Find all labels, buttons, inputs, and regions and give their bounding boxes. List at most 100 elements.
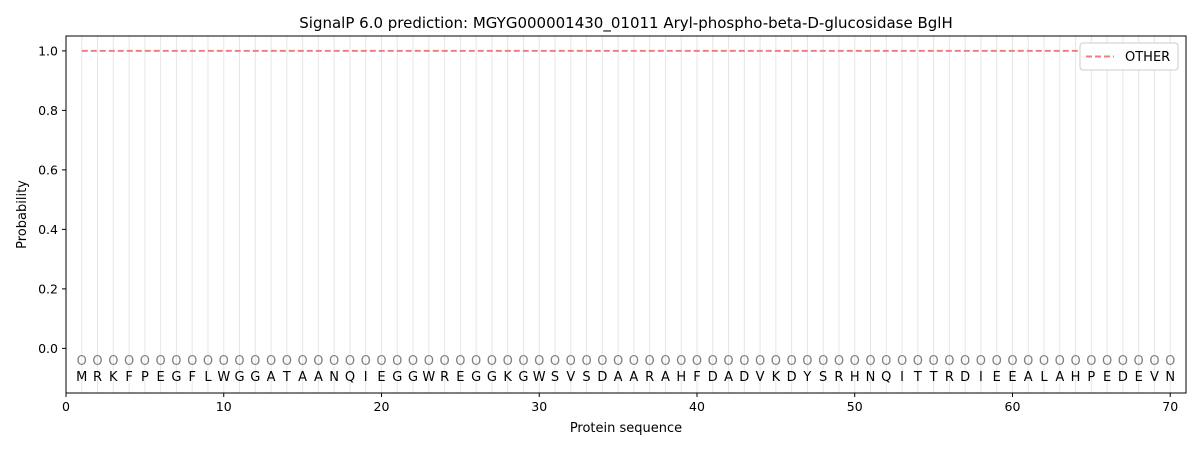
residue-label: G: [250, 370, 260, 385]
predicted-label-marker: O: [156, 354, 166, 369]
y-tick-label: 0.4: [38, 222, 58, 237]
residue-label: T: [282, 370, 291, 385]
predicted-label-marker: O: [376, 354, 386, 369]
predicted-label-marker: O: [818, 354, 828, 369]
residue-label: D: [960, 370, 970, 385]
y-tick-label: 0.8: [38, 103, 58, 118]
residue-label: H: [1071, 370, 1081, 385]
x-tick-label: 50: [847, 399, 863, 414]
predicted-label-marker: O: [298, 354, 308, 369]
y-tick-label: 0.0: [38, 341, 58, 356]
predicted-label-marker: O: [345, 354, 355, 369]
residue-label: T: [929, 370, 938, 385]
x-tick-label: 30: [531, 399, 547, 414]
predicted-label-marker: O: [897, 354, 907, 369]
residue-label: L: [1040, 370, 1048, 385]
predicted-label-marker: O: [581, 354, 591, 369]
x-axis-label: Protein sequence: [570, 421, 682, 436]
predicted-label-marker: O: [645, 354, 655, 369]
predicted-label-marker: O: [424, 354, 434, 369]
residue-label: K: [503, 370, 512, 385]
predicted-label-marker: O: [187, 354, 197, 369]
residue-label: A: [661, 370, 670, 385]
residue-label: A: [629, 370, 638, 385]
predicted-label-marker: O: [944, 354, 954, 369]
residue-label: H: [850, 370, 860, 385]
predicted-label-marker: O: [1165, 354, 1175, 369]
residue-label: A: [724, 370, 733, 385]
predicted-label-marker: O: [928, 354, 938, 369]
residue-label: V: [1150, 370, 1159, 385]
residue-label: A: [314, 370, 323, 385]
residue-label: G: [487, 370, 497, 385]
legend-box: [1079, 42, 1179, 71]
residue-label: E: [377, 370, 385, 385]
predicted-label-marker: O: [1055, 354, 1065, 369]
predicted-label-marker: O: [708, 354, 718, 369]
residue-label: G: [471, 370, 481, 385]
x-tick-label: 20: [374, 399, 390, 414]
residue-label: E: [1008, 370, 1016, 385]
residue-label: L: [204, 370, 212, 385]
residue-label: A: [1055, 370, 1064, 385]
x-tick-label: 0: [62, 399, 70, 414]
predicted-label-marker: O: [140, 354, 150, 369]
predicted-label-marker: O: [471, 354, 481, 369]
x-tick-label: 70: [1162, 399, 1178, 414]
residue-label: P: [1087, 370, 1095, 385]
x-tick-label: 60: [1005, 399, 1021, 414]
predicted-label-marker: O: [487, 354, 497, 369]
legend: OTHER: [1079, 42, 1179, 71]
predicted-label-marker: O: [692, 354, 702, 369]
predicted-label-marker: O: [1149, 354, 1159, 369]
predicted-label-marker: O: [408, 354, 418, 369]
residue-label: D: [708, 370, 718, 385]
predicted-label-marker: O: [108, 354, 118, 369]
predicted-label-marker: O: [992, 354, 1002, 369]
predicted-label-marker: O: [550, 354, 560, 369]
predicted-label-marker: O: [865, 354, 875, 369]
predicted-label-marker: O: [881, 354, 891, 369]
y-tick-label: 0.6: [38, 162, 58, 177]
predicted-label-marker: O: [597, 354, 607, 369]
predicted-label-marker: O: [850, 354, 860, 369]
residue-label: N: [866, 370, 876, 385]
predicted-label-marker: O: [802, 354, 812, 369]
residue-label: Y: [802, 370, 811, 385]
predicted-label-marker: O: [392, 354, 402, 369]
predicted-label-marker: O: [250, 354, 260, 369]
predicted-label-marker: O: [329, 354, 339, 369]
predicted-label-marker: O: [1023, 354, 1033, 369]
predicted-label-marker: O: [518, 354, 528, 369]
residue-label: D: [787, 370, 797, 385]
predicted-label-marker: O: [313, 354, 323, 369]
predicted-label-marker: O: [266, 354, 276, 369]
residue-label: W: [533, 370, 546, 385]
residue-label: I: [900, 370, 904, 385]
residue-label: G: [408, 370, 418, 385]
residue-label: A: [614, 370, 623, 385]
residue-label: N: [329, 370, 339, 385]
grid-layer: [81, 36, 1171, 393]
residue-label: W: [217, 370, 230, 385]
predicted-label-marker: O: [503, 354, 513, 369]
predicted-label-marker: O: [124, 354, 134, 369]
predicted-label-marker: O: [219, 354, 229, 369]
predicted-label-marker: O: [361, 354, 371, 369]
legend-label: OTHER: [1125, 50, 1170, 65]
predicted-label-marker: O: [455, 354, 465, 369]
predicted-label-marker: O: [660, 354, 670, 369]
residue-label: W: [422, 370, 435, 385]
residue-label: F: [188, 370, 195, 385]
residue-label: S: [551, 370, 559, 385]
predicted-label-marker: O: [613, 354, 623, 369]
residue-label: A: [298, 370, 307, 385]
residue-label: T: [913, 370, 922, 385]
predicted-label-marker: O: [534, 354, 544, 369]
residue-label: R: [834, 370, 843, 385]
predicted-label-marker: O: [676, 354, 686, 369]
predicted-label-marker: O: [203, 354, 213, 369]
residue-label: S: [582, 370, 590, 385]
